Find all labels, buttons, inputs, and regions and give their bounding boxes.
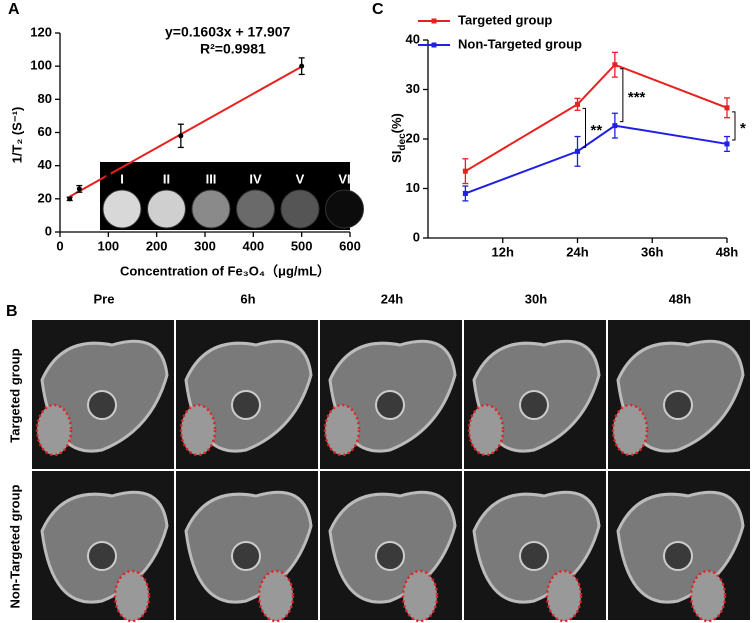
- y-tick-label: 20: [406, 130, 420, 145]
- tumor-outline: [113, 569, 151, 623]
- x-tick-label: 400: [242, 238, 264, 253]
- x-tick-label: 24h: [566, 244, 588, 259]
- column-header: 24h: [381, 291, 403, 306]
- y-label-suffix: (%): [389, 113, 404, 133]
- tumor-outline: [179, 403, 217, 457]
- y-tick-label: 20: [38, 190, 52, 205]
- phantom-sample: [147, 189, 186, 229]
- y-tick-label: 0: [413, 229, 420, 244]
- point: [76, 186, 82, 192]
- y-tick-label: 100: [30, 58, 52, 73]
- panel-letter: A: [8, 1, 20, 18]
- y-tick-label: 40: [406, 31, 420, 46]
- panel-letter: B: [6, 303, 18, 320]
- point: [105, 171, 111, 177]
- tumor-outline: [35, 403, 73, 457]
- phantom-label: VI: [338, 171, 350, 186]
- tumor-outline: [611, 403, 649, 457]
- x-tick-label: 600: [339, 238, 361, 253]
- tumor-outline: [689, 569, 727, 623]
- mri-spine: [519, 541, 549, 571]
- column-header: 30h: [525, 291, 547, 306]
- mri-spine: [87, 390, 117, 420]
- x-tick-label: 100: [97, 238, 119, 253]
- x-tick-label: 500: [291, 238, 313, 253]
- x-tick-label: 0: [56, 238, 63, 253]
- phantom-label: I: [120, 171, 124, 186]
- phantom-label: III: [206, 171, 217, 186]
- mri-spine: [375, 541, 405, 571]
- y-tick-label: 30: [406, 81, 420, 96]
- significance-bracket: [619, 68, 624, 123]
- point: [724, 105, 730, 111]
- r-squared: R²=0.9981: [200, 41, 266, 57]
- tumor-outline: [401, 569, 439, 623]
- legend-label: Non-Targeted group: [458, 36, 582, 51]
- phantom-sample: [325, 189, 364, 229]
- point: [299, 63, 305, 69]
- point: [612, 123, 618, 129]
- point: [67, 196, 73, 202]
- mri-spine: [663, 390, 693, 420]
- phantom-label: II: [163, 171, 170, 186]
- phantom-sample: [280, 189, 320, 229]
- tumor-outline: [545, 569, 583, 623]
- mri-spine: [375, 390, 405, 420]
- y-label-sub: dec: [397, 133, 408, 151]
- y-label-main: SI: [389, 151, 404, 163]
- point: [178, 133, 184, 139]
- point: [462, 190, 468, 196]
- significance-label: ***: [628, 89, 646, 106]
- series-line: [464, 63, 728, 173]
- y-axis-label: SIdec(%): [389, 113, 407, 163]
- x-tick-label: 48h: [716, 244, 738, 259]
- y-tick-label: 80: [38, 91, 52, 106]
- legend-marker: [431, 18, 437, 24]
- y-tick-label: 10: [406, 180, 420, 195]
- x-tick-label: 300: [194, 238, 216, 253]
- y-tick-label: 0: [45, 223, 52, 238]
- equation: y=0.1603x + 17.907: [165, 24, 291, 40]
- tumor-outline: [323, 403, 361, 457]
- point: [724, 141, 730, 147]
- y-tick-label: 40: [38, 157, 52, 172]
- point: [575, 148, 580, 154]
- phantom-sample: [191, 189, 231, 229]
- legend-marker: [431, 42, 437, 48]
- phantom-sample: [236, 189, 275, 229]
- significance-bracket: [582, 107, 586, 148]
- point: [462, 168, 468, 174]
- phantom-label: IV: [249, 171, 262, 186]
- point: [612, 62, 618, 68]
- mri-spine: [519, 390, 549, 420]
- panel-letter: C: [372, 1, 384, 18]
- y-axis-label: 1/T₂ (S⁻¹): [9, 107, 24, 164]
- legend-label: Targeted group: [458, 12, 552, 27]
- tumor-outline: [257, 569, 295, 623]
- phantom-label: V: [296, 171, 305, 186]
- mri-spine: [231, 390, 261, 420]
- y-tick-label: 60: [38, 124, 52, 139]
- column-header: Pre: [94, 291, 115, 306]
- phantom-sample: [102, 189, 142, 229]
- row-label: Non-Targeted group: [7, 484, 22, 608]
- significance-bracket: [732, 111, 736, 141]
- column-header: 6h: [240, 291, 255, 306]
- mri-spine: [663, 541, 693, 571]
- mri-spine: [87, 541, 117, 571]
- column-header: 48h: [669, 291, 691, 306]
- y-tick-label: 120: [30, 24, 52, 39]
- series-line: [465, 124, 728, 195]
- mri-spine: [231, 541, 261, 571]
- row-label: Targeted group: [7, 348, 22, 442]
- x-tick-label: 200: [146, 238, 168, 253]
- x-tick-label: 12h: [492, 244, 514, 259]
- x-axis-label: Concentration of Fe₃O₄（μg/mL）: [120, 263, 330, 278]
- significance-label: **: [591, 122, 603, 139]
- x-tick-label: 36h: [641, 244, 663, 259]
- point: [575, 101, 580, 107]
- tumor-outline: [467, 403, 505, 457]
- significance-label: *: [740, 120, 746, 137]
